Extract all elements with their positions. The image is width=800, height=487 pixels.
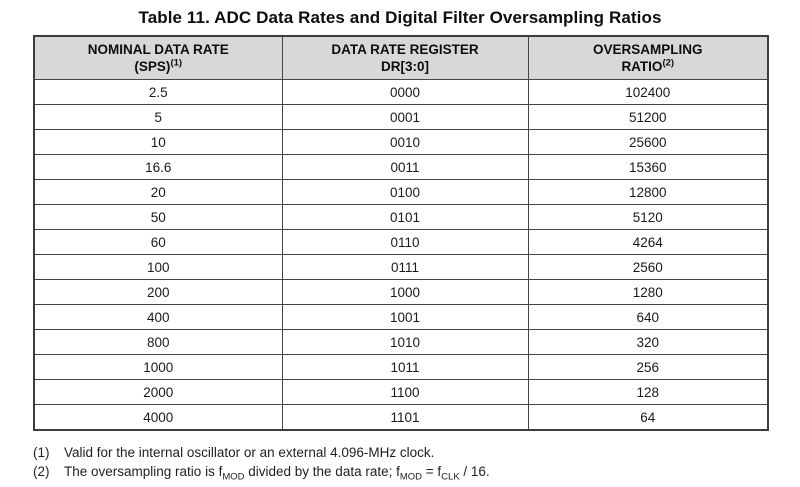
table-cell-data-rate-register: 0000 <box>281 79 529 105</box>
table-cell-nominal-data-rate: 2.5 <box>33 79 283 105</box>
table-cell-oversampling-ratio: 640 <box>527 304 769 330</box>
table-cell-data-rate-register: 1011 <box>281 354 529 380</box>
footnote: (2) The oversampling ratio is fMOD divide… <box>33 462 773 483</box>
table-cell-nominal-data-rate: 100 <box>33 254 283 280</box>
table-cell-nominal-data-rate: 1000 <box>33 354 283 380</box>
table-row: 100 0111 2560 <box>33 254 769 280</box>
column-header-line1: NOMINAL DATA RATE <box>87 42 229 57</box>
table-cell-oversampling-ratio: 15360 <box>527 154 769 180</box>
table-row: 50 0101 5120 <box>33 204 769 230</box>
table-cell-nominal-data-rate: 2000 <box>33 379 283 405</box>
table-cell-data-rate-register: 1100 <box>281 379 529 405</box>
table-title: Table 11. ADC Data Rates and Digital Fil… <box>138 8 662 27</box>
footnote-text: Valid for the internal oscillator or an … <box>64 445 435 460</box>
table-cell-nominal-data-rate: 60 <box>33 229 283 255</box>
table-cell-data-rate-register: 1001 <box>281 304 529 330</box>
table-cell-oversampling-ratio: 128 <box>527 379 769 405</box>
table-cell-oversampling-ratio: 64 <box>527 404 769 431</box>
table-cell-oversampling-ratio: 102400 <box>527 79 769 105</box>
table-cell-nominal-data-rate: 400 <box>33 304 283 330</box>
column-header-line1: OVERSAMPLING <box>592 42 703 57</box>
table-cell-data-rate-register: 0111 <box>281 254 529 280</box>
table-cell-nominal-data-rate: 16.6 <box>33 154 283 180</box>
table-cell-data-rate-register: 1000 <box>281 279 529 305</box>
table-row: 60 0110 4264 <box>33 229 769 255</box>
table-cell-oversampling-ratio: 256 <box>527 354 769 380</box>
table-row: 5 0001 51200 <box>33 104 769 130</box>
table-header-row: NOMINAL DATA RATE (SPS)(1) DATA RATE REG… <box>33 35 769 80</box>
column-header-nominal-data-rate: NOMINAL DATA RATE (SPS)(1) <box>33 35 283 80</box>
table-body: 2.5 0000 102400 5 0001 51200 10 0010 25600 16.6 00… <box>33 79 769 431</box>
table-row: 20 0100 12800 <box>33 179 769 205</box>
table-row: 800 1010 320 <box>33 329 769 355</box>
table-row: 10 0010 25600 <box>33 129 769 155</box>
adc-data-rates-table: NOMINAL DATA RATE (SPS)(1) DATA RATE REG… <box>33 35 769 431</box>
table-cell-nominal-data-rate: 20 <box>33 179 283 205</box>
footnotes: (1) Valid for the internal oscillator or … <box>33 443 773 483</box>
table-cell-oversampling-ratio: 51200 <box>527 104 769 130</box>
footnote-marker-2: (2) <box>662 57 675 69</box>
table-cell-nominal-data-rate: 5 <box>33 104 283 130</box>
table-cell-nominal-data-rate: 200 <box>33 279 283 305</box>
footnote: (1) Valid for the internal oscillator or … <box>33 443 773 462</box>
table-cell-data-rate-register: 0110 <box>281 229 529 255</box>
table-cell-nominal-data-rate: 50 <box>33 204 283 230</box>
column-header-oversampling-ratio: OVERSAMPLING RATIO(2) <box>527 35 769 80</box>
table-cell-nominal-data-rate: 800 <box>33 329 283 355</box>
table-cell-oversampling-ratio: 5120 <box>527 204 769 230</box>
table-cell-data-rate-register: 1101 <box>281 404 529 431</box>
table-cell-data-rate-register: 0101 <box>281 204 529 230</box>
table-row: 16.6 0011 15360 <box>33 154 769 180</box>
table-cell-data-rate-register: 0001 <box>281 104 529 130</box>
table-row: 2.5 0000 102400 <box>33 79 769 105</box>
table-row: 1000 1011 256 <box>33 354 769 380</box>
footnote-ref: (2) <box>33 464 50 479</box>
table-cell-nominal-data-rate: 10 <box>33 129 283 155</box>
column-header-line2: (SPS) <box>134 59 171 74</box>
table-cell-oversampling-ratio: 320 <box>527 329 769 355</box>
table-cell-oversampling-ratio: 4264 <box>527 229 769 255</box>
table-row: 400 1001 640 <box>33 304 769 330</box>
table-row: 2000 1100 128 <box>33 379 769 405</box>
column-header-line2: RATIO <box>621 59 663 74</box>
footnote-marker-1: (1) <box>170 57 183 69</box>
column-header-data-rate-register: DATA RATE REGISTER DR[3:0] <box>281 35 529 80</box>
table-cell-data-rate-register: 0011 <box>281 154 529 180</box>
table-cell-data-rate-register: 1010 <box>281 329 529 355</box>
table-cell-data-rate-register: 0010 <box>281 129 529 155</box>
table-cell-oversampling-ratio: 1280 <box>527 279 769 305</box>
table-cell-oversampling-ratio: 25600 <box>527 129 769 155</box>
table-cell-oversampling-ratio: 12800 <box>527 179 769 205</box>
table-row: 4000 1101 64 <box>33 404 769 431</box>
table-cell-data-rate-register: 0100 <box>281 179 529 205</box>
column-header-line2: DR[3:0] <box>380 59 429 74</box>
footnote-text: The oversampling ratio is fMOD divided b… <box>64 464 490 483</box>
table-row: 200 1000 1280 <box>33 279 769 305</box>
footnote-ref: (1) <box>33 445 50 460</box>
table-cell-oversampling-ratio: 2560 <box>527 254 769 280</box>
column-header-line1: DATA RATE REGISTER <box>331 42 479 57</box>
table-cell-nominal-data-rate: 4000 <box>33 404 283 431</box>
